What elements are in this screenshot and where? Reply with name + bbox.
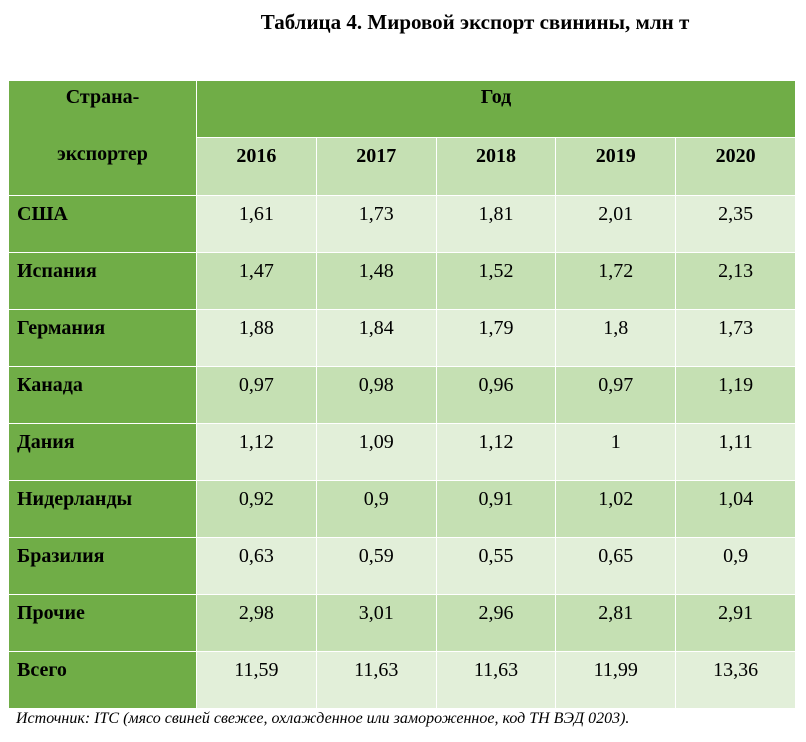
year-header: 2018 (435, 136, 557, 197)
cell: 11,63 (315, 651, 437, 709)
row-label: Нидерланды (8, 480, 197, 538)
cell: 0,91 (435, 480, 557, 538)
cell: 1,79 (435, 309, 557, 367)
corner-cell: Страна- экспортер (8, 80, 197, 196)
cell: 1,09 (315, 423, 437, 481)
corner-line: экспортер (57, 143, 148, 165)
cell: 0,96 (435, 366, 557, 424)
cell: 1,73 (315, 195, 437, 253)
cell: 1,02 (555, 480, 677, 538)
cell: 1,72 (555, 252, 677, 310)
cell: 2,91 (675, 594, 796, 652)
row-label: Всего (8, 651, 197, 709)
cell: 1,61 (196, 195, 317, 253)
data-row: Прочие 2,98 3,01 2,96 2,81 2,91 (8, 594, 796, 652)
cell: 1,81 (435, 195, 557, 253)
cell: 13,36 (675, 651, 796, 709)
cell: 0,97 (555, 366, 677, 424)
cell: 0,59 (315, 537, 437, 595)
cell: 2,96 (435, 594, 557, 652)
cell: 2,35 (675, 195, 796, 253)
year-header: 2017 (315, 136, 437, 197)
year-header: 2016 (196, 136, 317, 197)
row-label: Дания (8, 423, 197, 481)
data-row: Испания 1,47 1,48 1,52 1,72 2,13 (8, 252, 796, 310)
cell: 1,8 (555, 309, 677, 367)
cell: 0,9 (315, 480, 437, 538)
cell: 11,59 (196, 651, 317, 709)
year-header: 2019 (555, 136, 677, 197)
data-row: Германия 1,88 1,84 1,79 1,8 1,73 (8, 309, 796, 367)
row-label: Канада (8, 366, 197, 424)
year-row: 2016 2017 2018 2019 2020 (9, 136, 796, 197)
cell: 1,52 (435, 252, 557, 310)
cell: 0,55 (435, 537, 557, 595)
header-row: Страна- экспортер Год (8, 80, 796, 196)
cell: 1,88 (196, 309, 317, 367)
cell: 1,12 (435, 423, 557, 481)
cell: 0,92 (196, 480, 317, 538)
year-header: 2020 (675, 136, 796, 197)
corner-line: Страна- (65, 86, 140, 108)
cell: 1,04 (675, 480, 796, 538)
cell: 1,84 (315, 309, 437, 367)
row-label: Бразилия (8, 537, 197, 595)
cell: 2,98 (196, 594, 317, 652)
cell: 0,98 (315, 366, 437, 424)
data-row: Дания 1,12 1,09 1,12 1 1,11 (8, 423, 796, 481)
cell: 1,12 (196, 423, 317, 481)
row-label: Испания (8, 252, 197, 310)
cell: 1,19 (675, 366, 796, 424)
table: Страна- экспортер Год 2016 2017 2018 2019 20… (8, 80, 796, 709)
cell: 2,13 (675, 252, 796, 310)
cell: 0,63 (196, 537, 317, 595)
cell: 2,01 (555, 195, 677, 253)
data-row: Бразилия 0,63 0,59 0,55 0,65 0,9 (8, 537, 796, 595)
data-row: Нидерланды 0,92 0,9 0,91 1,02 1,04 (8, 480, 796, 538)
title: Таблица 4. Мировой экспорт свинины, млн … (260, 10, 690, 34)
cell: 11,99 (555, 651, 677, 709)
cell: 0,97 (196, 366, 317, 424)
row-label: США (8, 195, 197, 253)
cell: 0,9 (675, 537, 796, 595)
data-row: Канада 0,97 0,98 0,96 0,97 1,19 (8, 366, 796, 424)
cell: 1 (555, 423, 677, 481)
row-label: Германия (8, 309, 197, 367)
cell: 3,01 (315, 594, 437, 652)
cell: 11,63 (435, 651, 557, 709)
data-row: США 1,61 1,73 1,81 2,01 2,35 (8, 195, 796, 253)
cell: 1,11 (675, 423, 796, 481)
cell: 1,47 (196, 252, 317, 310)
cell: 2,81 (555, 594, 677, 652)
cell: 1,48 (315, 252, 437, 310)
group-header: Год (196, 80, 796, 138)
row-label: Прочие (8, 594, 197, 652)
data-row: Всего 11,59 11,63 11,63 11,99 13,36 (8, 651, 796, 709)
source-note: Источник: ITC (мясо свиней свежее, охлаж… (16, 710, 630, 727)
cell: 1,73 (675, 309, 796, 367)
cell: 0,65 (555, 537, 677, 595)
